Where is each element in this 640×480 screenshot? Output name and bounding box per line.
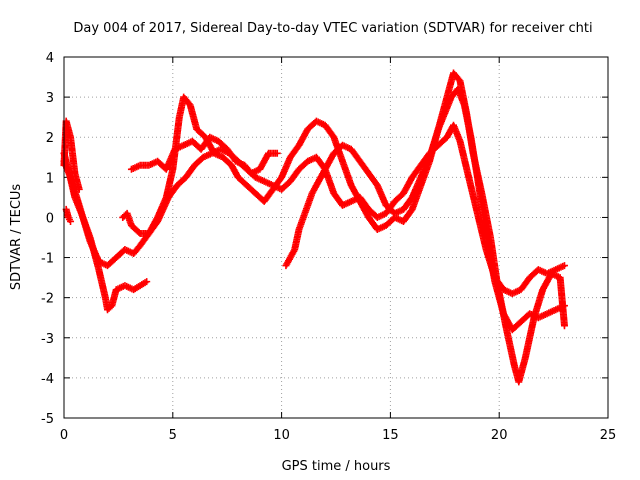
data-point	[273, 149, 281, 157]
y-axis-label: SDTVAR / TECUs	[9, 184, 24, 291]
y-tick-label: 1	[46, 171, 54, 186]
data-points	[60, 69, 568, 386]
data-point	[560, 322, 568, 330]
data-point	[75, 185, 83, 193]
data-point	[560, 262, 568, 270]
x-tick-label: 0	[60, 428, 68, 443]
chart-title: Day 004 of 2017, Sidereal Day-to-day VTE…	[73, 21, 592, 36]
y-tick-label: 3	[46, 91, 54, 106]
data-point	[67, 217, 75, 225]
x-axis-label: GPS time / hours	[282, 459, 391, 474]
y-tick-label: -5	[41, 412, 54, 427]
y-tick-label: -1	[41, 252, 54, 267]
x-tick-label: 5	[169, 428, 177, 443]
y-tick-label: 0	[46, 211, 54, 226]
y-tick-label: -3	[41, 332, 54, 347]
data-point	[560, 302, 568, 310]
data-point	[143, 278, 151, 286]
y-tick-label: 2	[46, 131, 54, 146]
x-tick-label: 25	[600, 428, 617, 443]
x-tick-label: 10	[273, 428, 290, 443]
y-tick-label: 4	[46, 51, 54, 66]
y-tick-label: -4	[41, 372, 54, 387]
x-tick-label: 20	[491, 428, 508, 443]
y-axis-ticks: 4 3 2 1 0 -1 -2 -3 -4 -5	[41, 51, 608, 427]
plot-frame	[63, 56, 609, 419]
x-tick-label: 15	[382, 428, 399, 443]
y-tick-label: -2	[41, 292, 54, 307]
